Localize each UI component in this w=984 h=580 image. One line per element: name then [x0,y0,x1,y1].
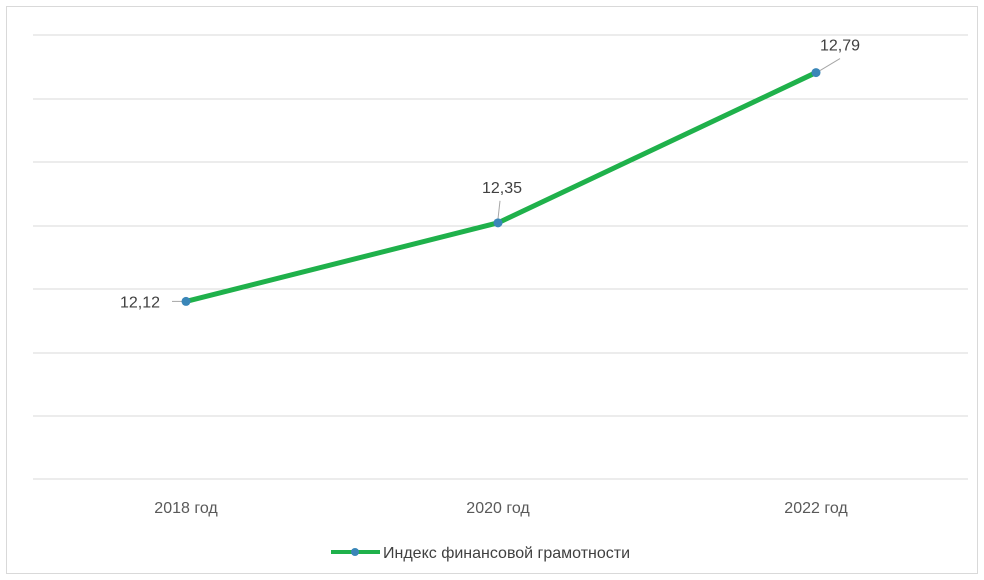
data-point-marker [181,296,191,306]
data-label-leader [819,58,841,71]
x-axis-tick-label: 2020 год [466,500,530,517]
data-label: 12,79 [820,38,860,55]
legend-label: Индекс финансовой грамотности [383,545,630,562]
data-point-marker [493,218,503,228]
data-label: 12,35 [482,180,522,197]
data-point-marker [811,68,821,78]
x-axis-tick-label: 2022 год [784,500,848,517]
data-labels: 12,12 12,35 12,79 [120,38,860,312]
data-label: 12,12 [120,294,160,311]
x-axis-tick-label: 2018 год [154,500,218,517]
data-label-leader [497,200,501,219]
gridlines [33,34,968,480]
x-axis-tick-labels: 2018 год 2020 год 2022 год [154,500,848,517]
data-label-leaders [172,58,841,302]
legend-marker [351,548,359,556]
legend: Индекс финансовой грамотности [331,545,630,562]
data-markers [181,68,821,306]
